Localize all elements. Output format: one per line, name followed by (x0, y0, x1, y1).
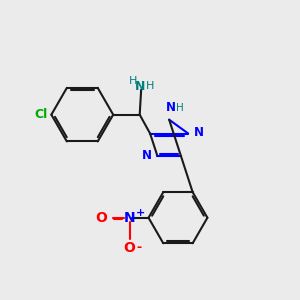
Text: O: O (124, 241, 136, 255)
Text: N: N (194, 125, 203, 139)
Text: Cl: Cl (34, 108, 48, 121)
Text: N: N (166, 101, 176, 114)
Text: N: N (124, 211, 136, 225)
Text: N: N (134, 80, 145, 93)
Text: +: + (136, 208, 146, 218)
Text: H: H (176, 103, 183, 113)
Text: N: N (142, 149, 152, 162)
Text: O: O (96, 211, 108, 225)
Text: H: H (146, 81, 154, 91)
Text: H: H (129, 76, 137, 86)
Text: -: - (136, 241, 141, 254)
